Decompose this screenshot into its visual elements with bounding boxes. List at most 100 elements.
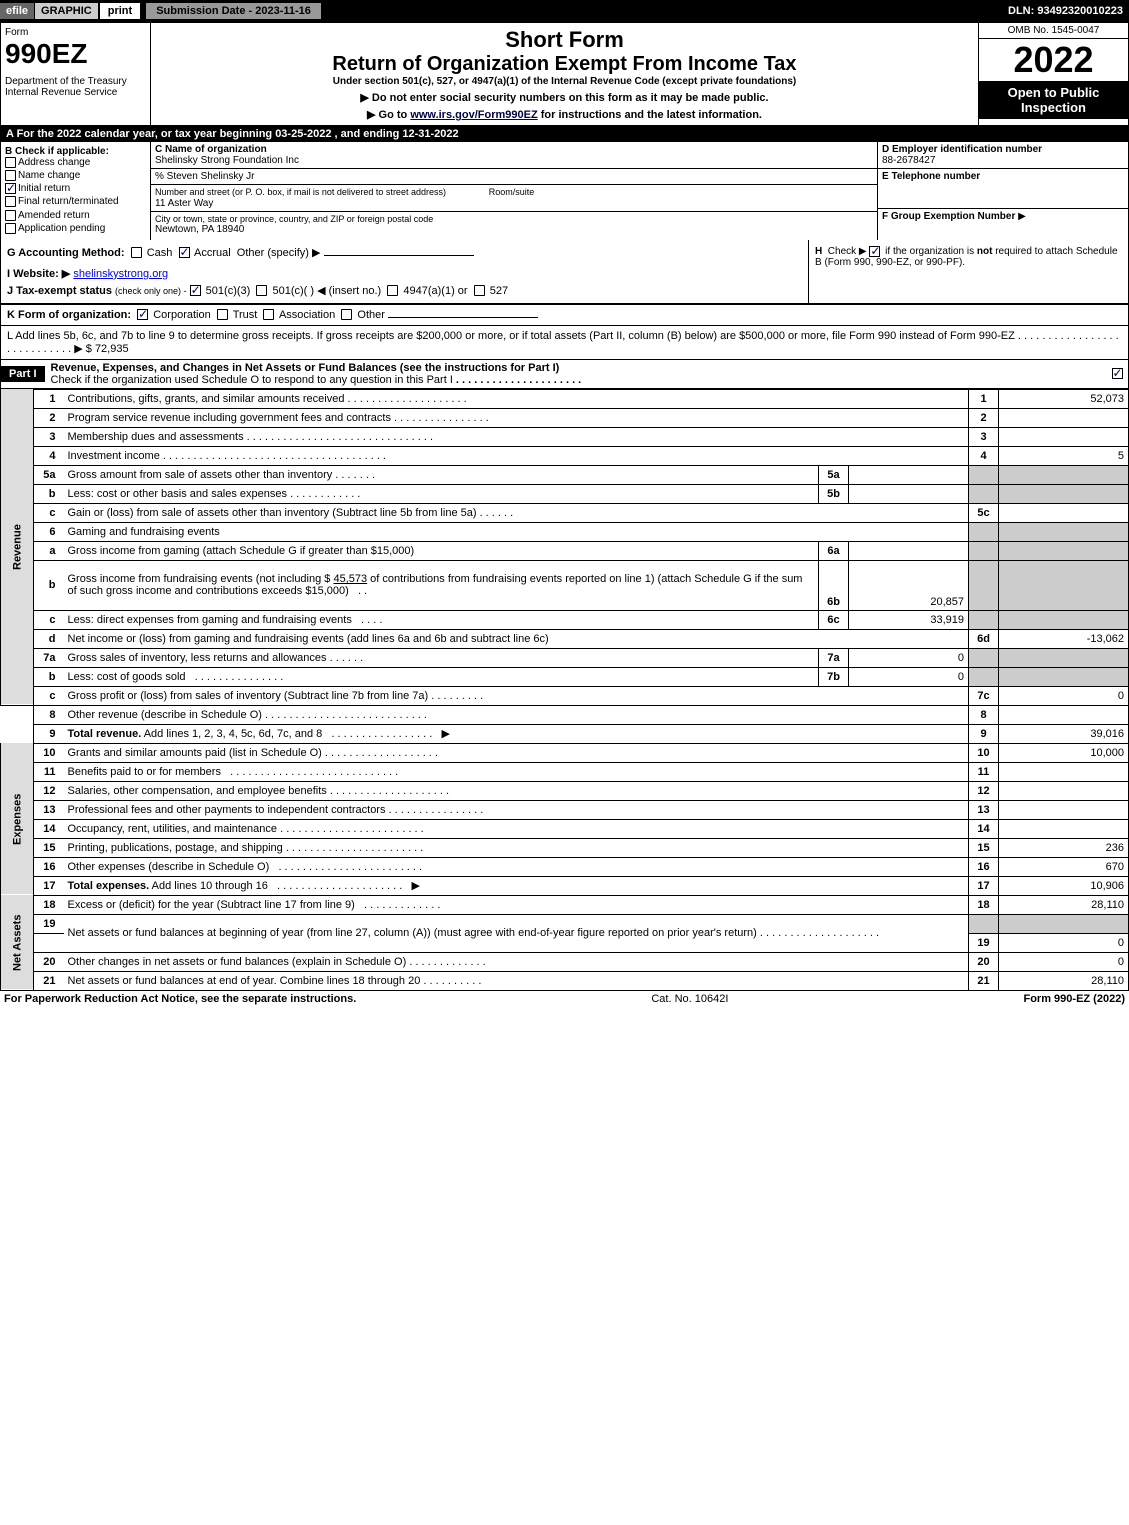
- website-label: I Website: ▶: [7, 268, 70, 280]
- chk-other-org[interactable]: [341, 309, 352, 320]
- chk-501c[interactable]: [256, 285, 267, 296]
- line-6c: c Less: direct expenses from gaming and …: [1, 610, 1129, 629]
- dln-label: DLN: 93492320010223: [1008, 5, 1129, 17]
- ein-value: 88-2678427: [882, 155, 1124, 166]
- line-16: 16 Other expenses (describe in Schedule …: [1, 857, 1129, 876]
- line-1-value: 52,073: [999, 389, 1129, 408]
- section-e: E Telephone number: [878, 169, 1128, 209]
- section-f: F Group Exemption Number ▶: [878, 209, 1128, 224]
- chk-527[interactable]: [474, 285, 485, 296]
- line-7c: c Gross profit or (loss) from sales of i…: [1, 686, 1129, 705]
- line-7c-value: 0: [999, 686, 1129, 705]
- catalog-number: Cat. No. 10642I: [651, 993, 728, 1005]
- org-name-label: C Name of organization: [155, 144, 873, 155]
- line-9: 9 Total revenue. Add lines 1, 2, 3, 4, 5…: [1, 724, 1129, 743]
- chk-association[interactable]: [263, 309, 274, 320]
- form-number: 990EZ: [5, 38, 146, 70]
- chk-initial-return[interactable]: Initial return: [5, 183, 146, 194]
- city-block: City or town, state or province, country…: [151, 212, 877, 237]
- line-3: 3 Membership dues and assessments . . . …: [1, 427, 1129, 446]
- paperwork-notice: For Paperwork Reduction Act Notice, see …: [4, 993, 356, 1005]
- street-block: Number and street (or P. O. box, if mail…: [151, 185, 877, 212]
- tax-year: 2022: [979, 39, 1128, 81]
- street-value: 11 Aster Way: [155, 198, 873, 209]
- line-18-value: 28,110: [999, 895, 1129, 914]
- section-l: L Add lines 5b, 6c, and 7b to line 9 to …: [0, 325, 1129, 360]
- line-20-value: 0: [999, 952, 1129, 971]
- line-21-value: 28,110: [999, 971, 1129, 990]
- part-1-checkbox[interactable]: [1108, 368, 1128, 380]
- section-b: B Check if applicable: Address change Na…: [1, 142, 151, 240]
- website-link[interactable]: shelinskystrong.org: [73, 268, 168, 280]
- chk-name-change[interactable]: Name change: [5, 170, 146, 181]
- line-19-value: 0: [999, 933, 1129, 952]
- part-1-title: Revenue, Expenses, and Changes in Net As…: [45, 360, 1108, 388]
- expenses-side-label: Expenses: [1, 743, 34, 895]
- tax-exempt-label: J Tax-exempt status: [7, 285, 112, 297]
- line-5a-value: [849, 465, 969, 484]
- line-6a: a Gross income from gaming (attach Sched…: [1, 541, 1129, 560]
- chk-address-change[interactable]: Address change: [5, 157, 146, 168]
- chk-corporation[interactable]: [137, 309, 148, 320]
- chk-cash[interactable]: [131, 247, 142, 258]
- line-6d-value: -13,062: [999, 629, 1129, 648]
- gross-receipts-value: $ 72,935: [86, 343, 129, 355]
- street-label: Number and street (or P. O. box, if mail…: [155, 187, 446, 197]
- submission-date: Submission Date - 2023-11-16: [145, 2, 322, 20]
- chk-accrual[interactable]: [179, 247, 190, 258]
- section-j: J Tax-exempt status (check only one) - 5…: [7, 284, 802, 297]
- print-button[interactable]: print: [99, 2, 141, 20]
- irs-link[interactable]: www.irs.gov/Form990EZ: [410, 109, 537, 121]
- section-bcdef: B Check if applicable: Address change Na…: [0, 142, 1129, 240]
- chk-final-return[interactable]: Final return/terminated: [5, 196, 146, 207]
- line-6a-value: [849, 541, 969, 560]
- line-4-value: 5: [999, 446, 1129, 465]
- form-title-block: Short Form Return of Organization Exempt…: [151, 23, 978, 125]
- line-6: 6 Gaming and fundraising events: [1, 522, 1129, 541]
- line-15-value: 236: [999, 838, 1129, 857]
- group-exemption-label: F Group Exemption Number: [882, 211, 1015, 222]
- org-name: Shelinsky Strong Foundation Inc: [155, 155, 873, 166]
- line-10: Expenses 10 Grants and similar amounts p…: [1, 743, 1129, 762]
- line-2-value: [999, 408, 1129, 427]
- line-6d: d Net income or (loss) from gaming and f…: [1, 629, 1129, 648]
- line-6b: b Gross income from fundraising events (…: [1, 560, 1129, 610]
- section-d: D Employer identification number 88-2678…: [878, 142, 1128, 169]
- line-20: 20 Other changes in net assets or fund b…: [1, 952, 1129, 971]
- chk-4947[interactable]: [387, 285, 398, 296]
- chk-501c3[interactable]: [190, 285, 201, 296]
- graphic-button[interactable]: GRAPHIC: [34, 2, 99, 20]
- instr2-pre: ▶ Go to: [367, 109, 410, 121]
- section-h: H Check ▶ if the organization is not req…: [808, 240, 1128, 303]
- line-13-value: [999, 800, 1129, 819]
- section-g: G Accounting Method: Cash Accrual Other …: [7, 246, 802, 259]
- instruction-1: ▶ Do not enter social security numbers o…: [155, 91, 974, 104]
- form-org-label: K Form of organization:: [7, 309, 131, 321]
- chk-amended-return[interactable]: Amended return: [5, 210, 146, 221]
- line-12: 12 Salaries, other compensation, and emp…: [1, 781, 1129, 800]
- chk-schedule-b[interactable]: [869, 246, 880, 257]
- section-ghij: G Accounting Method: Cash Accrual Other …: [0, 240, 1129, 304]
- form-right-block: OMB No. 1545-0047 2022 Open to Public In…: [978, 23, 1128, 125]
- line-14-value: [999, 819, 1129, 838]
- chk-application-pending[interactable]: Application pending: [5, 223, 146, 234]
- line-18: Net Assets 18 Excess or (deficit) for th…: [1, 895, 1129, 914]
- section-b-label: B Check if applicable:: [5, 146, 146, 157]
- line-5b-value: [849, 484, 969, 503]
- line-17: 17 Total expenses. Add lines 10 through …: [1, 876, 1129, 895]
- subtitle: Under section 501(c), 527, or 4947(a)(1)…: [155, 76, 974, 87]
- line-8-value: [999, 705, 1129, 724]
- accounting-label: G Accounting Method:: [7, 247, 125, 259]
- section-k: K Form of organization: Corporation Trus…: [0, 304, 1129, 325]
- line-7b-value: 0: [849, 667, 969, 686]
- form-version: Form 990-EZ (2022): [1023, 993, 1125, 1005]
- line-19a: 19 Net assets or fund balances at beginn…: [1, 914, 1129, 933]
- care-of: % Steven Shelinsky Jr: [151, 169, 877, 185]
- section-l-text: L Add lines 5b, 6c, and 7b to line 9 to …: [7, 330, 1015, 342]
- chk-trust[interactable]: [217, 309, 228, 320]
- line-5c-value: [999, 503, 1129, 522]
- line-2: 2 Program service revenue including gove…: [1, 408, 1129, 427]
- line-7a-value: 0: [849, 648, 969, 667]
- line-7a: 7a Gross sales of inventory, less return…: [1, 648, 1129, 667]
- line-5c: c Gain or (loss) from sale of assets oth…: [1, 503, 1129, 522]
